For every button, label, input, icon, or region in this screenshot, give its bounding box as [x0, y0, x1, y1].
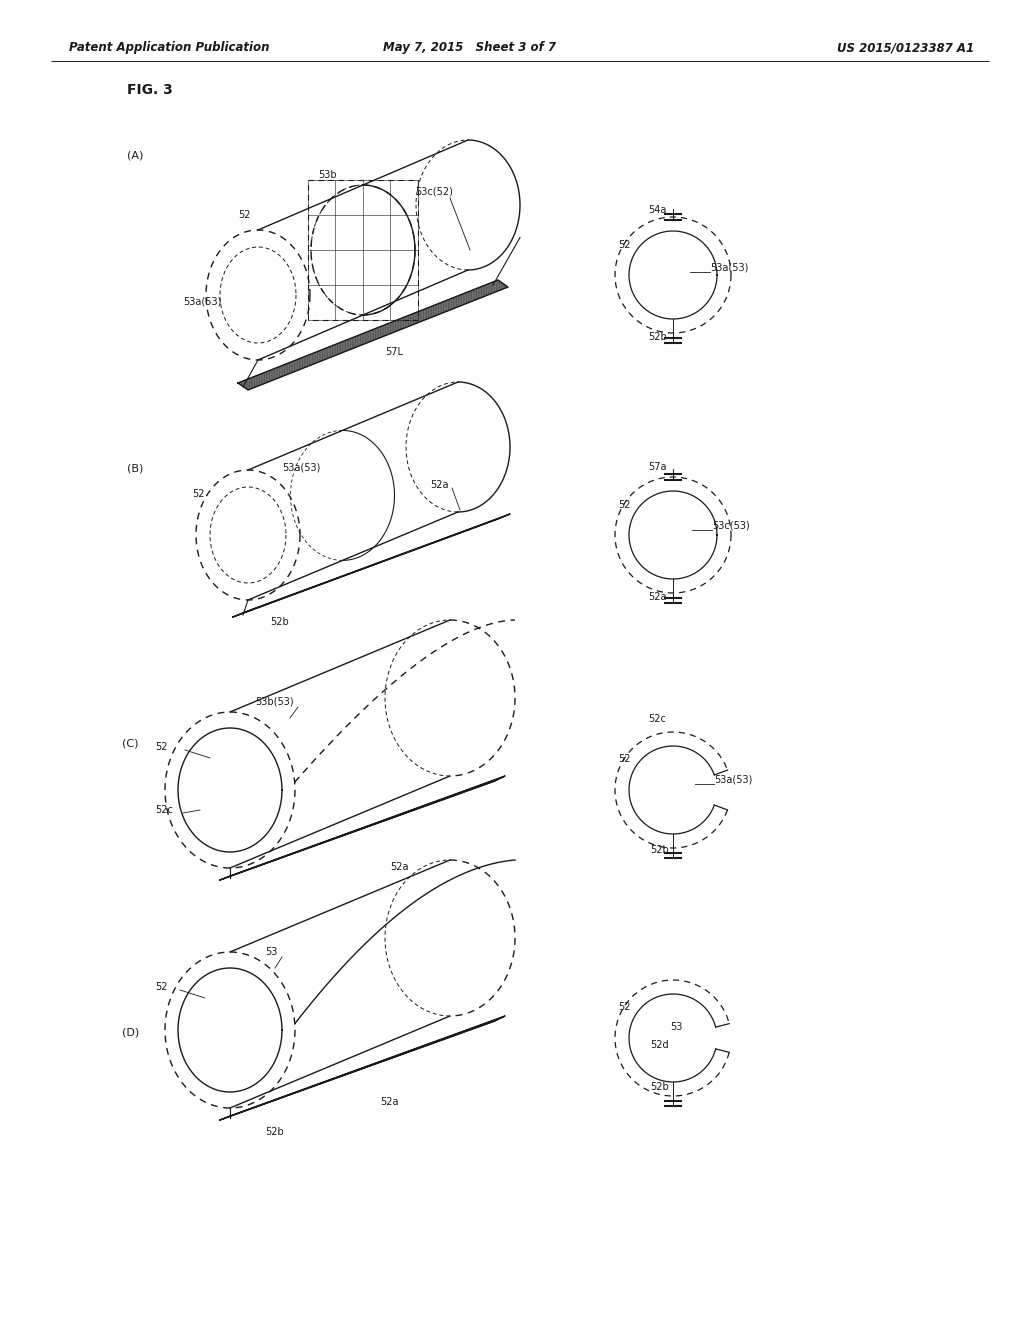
- Text: 53a(53): 53a(53): [281, 462, 320, 473]
- Text: 52c: 52c: [155, 805, 172, 814]
- Text: (A): (A): [127, 150, 144, 161]
- Text: US 2015/0123387 A1: US 2015/0123387 A1: [837, 41, 973, 54]
- Text: (B): (B): [127, 463, 144, 474]
- Text: 53b: 53b: [318, 170, 336, 180]
- Text: 52b: 52b: [649, 1082, 668, 1092]
- Text: 53c(52): 53c(52): [415, 187, 452, 197]
- Text: 54a: 54a: [647, 205, 665, 215]
- Text: 52: 52: [155, 982, 167, 993]
- Text: 57a: 57a: [647, 462, 665, 473]
- Text: FIG. 3: FIG. 3: [127, 83, 173, 96]
- Text: 52a: 52a: [430, 480, 448, 490]
- Text: 52: 52: [192, 488, 204, 499]
- Text: 52: 52: [618, 754, 630, 764]
- Text: 52b: 52b: [265, 1127, 283, 1137]
- Text: 53: 53: [265, 946, 277, 957]
- Text: 52a: 52a: [380, 1097, 398, 1107]
- Text: (C): (C): [122, 738, 139, 748]
- Text: 52d: 52d: [649, 1040, 668, 1049]
- Text: 53a(53): 53a(53): [713, 774, 752, 784]
- Text: 52: 52: [618, 240, 630, 249]
- Text: 53a(53): 53a(53): [709, 261, 748, 272]
- Text: 52: 52: [618, 500, 630, 510]
- Text: Patent Application Publication: Patent Application Publication: [69, 41, 270, 54]
- Text: 52: 52: [237, 210, 251, 220]
- Text: 52b: 52b: [647, 333, 666, 342]
- Text: 53: 53: [669, 1022, 682, 1032]
- Text: 53b(53): 53b(53): [255, 697, 293, 708]
- Text: 52a: 52a: [389, 862, 408, 873]
- Text: 52b: 52b: [270, 616, 288, 627]
- Text: 53a(53): 53a(53): [182, 297, 221, 308]
- Text: (D): (D): [122, 1027, 140, 1038]
- Text: 52c: 52c: [647, 714, 665, 723]
- Text: May 7, 2015   Sheet 3 of 7: May 7, 2015 Sheet 3 of 7: [382, 41, 555, 54]
- Text: 52: 52: [155, 742, 167, 752]
- Text: 52b: 52b: [649, 845, 668, 855]
- Text: 53c(53): 53c(53): [711, 520, 749, 531]
- Text: 57L: 57L: [384, 347, 403, 356]
- Text: 52a: 52a: [647, 591, 665, 602]
- Text: 52: 52: [618, 1002, 630, 1012]
